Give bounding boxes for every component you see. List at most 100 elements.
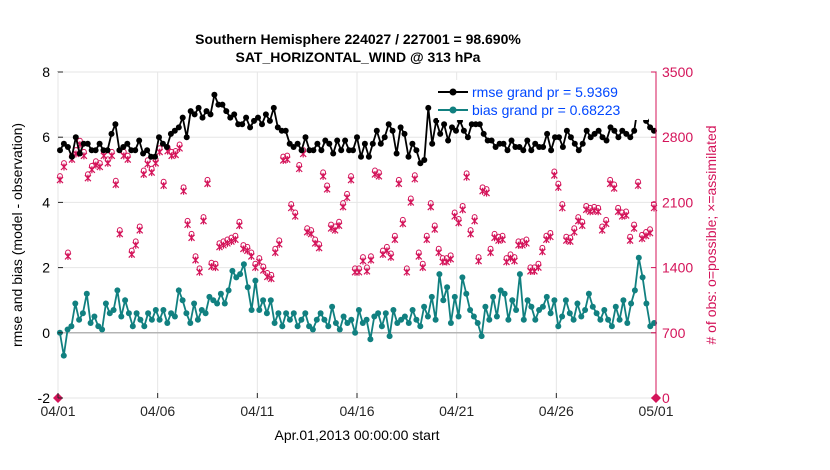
chart-subtitle: SAT_HORIZONTAL_WIND @ 313 hPa: [236, 49, 481, 65]
rmse-point: [64, 144, 71, 150]
bias-point: [263, 310, 270, 317]
obs-assimilated-marker: [231, 236, 239, 244]
obs-assimilated-marker: [419, 264, 427, 272]
bias-point: [171, 313, 178, 320]
rmse-point: [361, 140, 368, 147]
series-layer: [56, 91, 658, 359]
bias-point: [271, 320, 278, 326]
rmse-point: [247, 124, 254, 131]
bias-point: [555, 323, 562, 330]
bias-point: [309, 326, 316, 333]
bias-point: [578, 313, 585, 320]
obs-assimilated-marker: [60, 163, 68, 171]
obs-assimilated-marker: [427, 203, 435, 211]
obs-assimilated-marker: [447, 255, 455, 263]
bias-point: [601, 307, 608, 313]
obs-assimilated-marker: [602, 220, 610, 228]
obs-assimilated-marker: [487, 249, 494, 257]
bias-point: [221, 300, 228, 307]
bias-point: [593, 310, 600, 317]
obs-assimilated-marker: [558, 204, 566, 212]
bias-point: [520, 316, 527, 323]
rmse-point: [108, 130, 115, 137]
right-y-tick-label: 1400: [662, 260, 693, 276]
rmse-point: [548, 147, 555, 154]
obs-assimilated-marker: [499, 236, 506, 244]
obs-assimilated-marker: [407, 198, 415, 206]
bias-point: [290, 310, 297, 317]
bias-point: [102, 300, 109, 307]
bias-point: [474, 320, 481, 326]
rmse-point: [330, 150, 337, 157]
rmse-point: [282, 127, 289, 134]
obs-assimilated-marker: [271, 249, 279, 257]
rmse-point: [373, 127, 380, 134]
obs-assimilated-marker: [176, 144, 184, 152]
rmse-point: [318, 147, 325, 154]
obs-assimilated-marker: [415, 252, 423, 260]
bias-point: [225, 287, 232, 294]
rmse-point: [76, 150, 83, 157]
rmse-point: [207, 111, 214, 118]
rmse-point: [358, 153, 364, 160]
obs-assimilated-marker: [323, 185, 331, 193]
rmse-point: [239, 121, 246, 128]
obs-assimilated-marker: [538, 248, 546, 256]
obs-assimilated-marker: [475, 257, 483, 265]
obs-assimilated-marker: [375, 172, 383, 180]
rmse-point: [175, 124, 182, 131]
bias-point: [302, 310, 309, 317]
rmse-point: [255, 114, 261, 121]
obs-assimilated-marker: [200, 217, 207, 225]
obs-assimilated-marker: [104, 159, 112, 167]
obs-assimilated-marker: [275, 240, 283, 248]
obs-assimilated-marker: [638, 235, 646, 243]
obs-assimilated-marker: [335, 222, 343, 230]
obs-assimilated-marker: [554, 183, 562, 191]
rmse-point: [179, 114, 186, 121]
bias-point: [145, 310, 152, 317]
obs-assimilated-marker: [144, 160, 152, 168]
rmse-point: [203, 108, 210, 115]
rmse-point: [294, 140, 301, 147]
obs-assimilated-marker: [339, 203, 347, 211]
obs-assimilated-marker: [132, 241, 140, 249]
rmse-point: [445, 137, 452, 144]
bias-point: [405, 320, 412, 326]
rmse-point: [579, 140, 586, 147]
rmse-point: [159, 140, 166, 147]
bias-point: [348, 316, 355, 323]
bias-point: [68, 323, 75, 330]
obs-assimilated-marker: [363, 267, 371, 275]
obs-assimilated-marker: [570, 228, 578, 236]
bias-point: [421, 303, 428, 310]
obs-assimilated-marker: [483, 189, 490, 197]
rmse-point: [57, 147, 63, 154]
bias-point: [409, 307, 416, 313]
obs-assimilated-marker: [168, 152, 176, 160]
rmse-point: [274, 124, 281, 131]
obs-assimilated-marker: [160, 182, 168, 190]
rmse-point: [338, 147, 345, 154]
bias-point: [559, 313, 566, 320]
rmse-point: [575, 147, 582, 154]
rmse-point: [488, 137, 495, 144]
obs-assimilated-marker: [347, 176, 355, 184]
rmse-point: [92, 147, 99, 154]
obs-assimilated-marker: [96, 163, 104, 171]
obs-assimilated-marker: [431, 225, 439, 233]
right-y-tick-label: 2100: [662, 194, 693, 210]
obs-assimilated-marker: [116, 230, 124, 238]
bias-point: [463, 290, 470, 297]
right-y-tick-label: 700: [662, 325, 686, 341]
rmse-point: [591, 130, 598, 137]
rmse-point: [401, 130, 408, 137]
rmse-point: [397, 124, 404, 131]
obs-assimilated-marker: [196, 268, 203, 276]
bias-point: [455, 313, 462, 320]
bias-point: [459, 274, 466, 281]
bias-point: [72, 300, 79, 307]
obs-assimilated-marker: [108, 152, 116, 160]
bias-point: [336, 326, 343, 333]
rmse-point: [607, 124, 614, 131]
